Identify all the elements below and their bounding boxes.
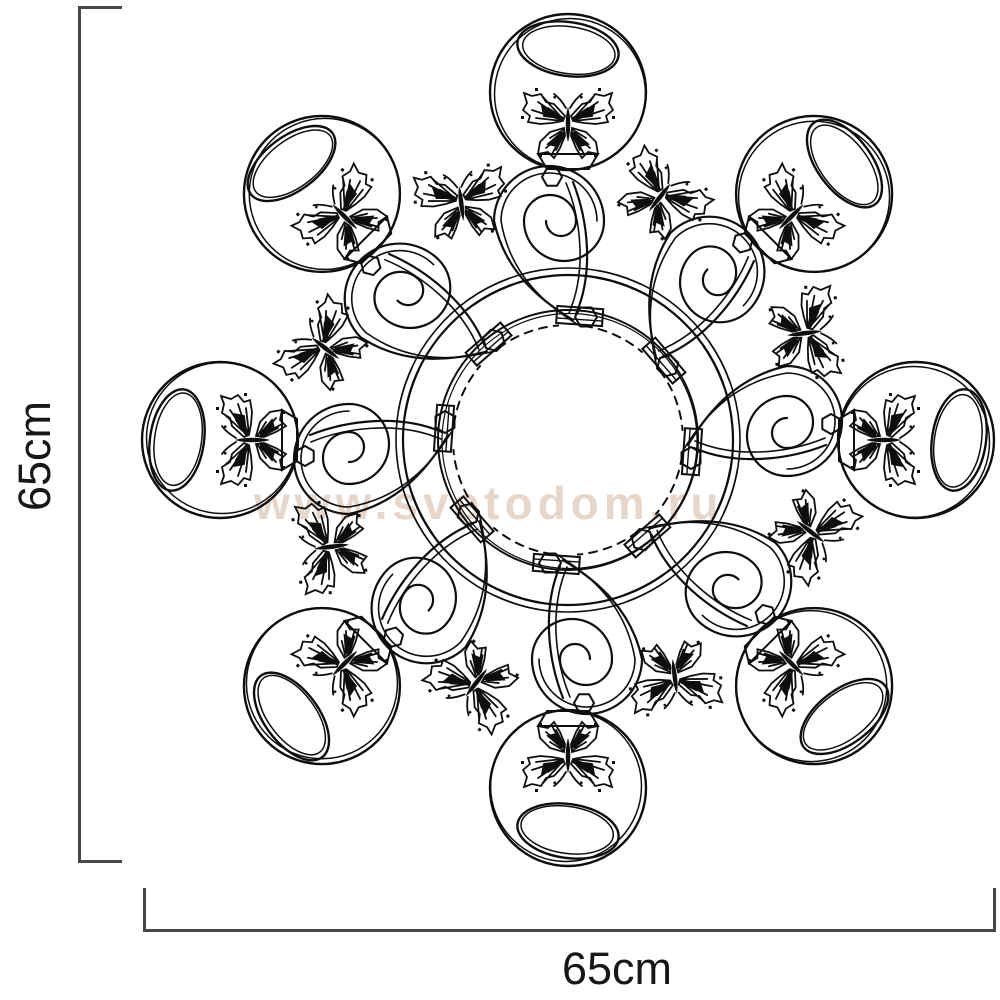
height-dimension-label: 65cm (9, 401, 60, 511)
chandelier-sector (656, 341, 994, 591)
chandelier-sector (197, 32, 613, 448)
chandelier-sector (469, 14, 719, 352)
chandelier-sector (560, 69, 976, 485)
center-ring-inner-line (441, 312, 698, 570)
chandelier-body (142, 14, 994, 866)
chandelier-sector (417, 528, 667, 866)
width-dimension-label: 65cm (562, 943, 672, 994)
center-ring (437, 309, 699, 571)
dimension-lines (78, 6, 996, 932)
chandelier-sector (160, 395, 576, 811)
chandelier-sector (142, 289, 480, 539)
chandelier-sector (523, 432, 939, 848)
